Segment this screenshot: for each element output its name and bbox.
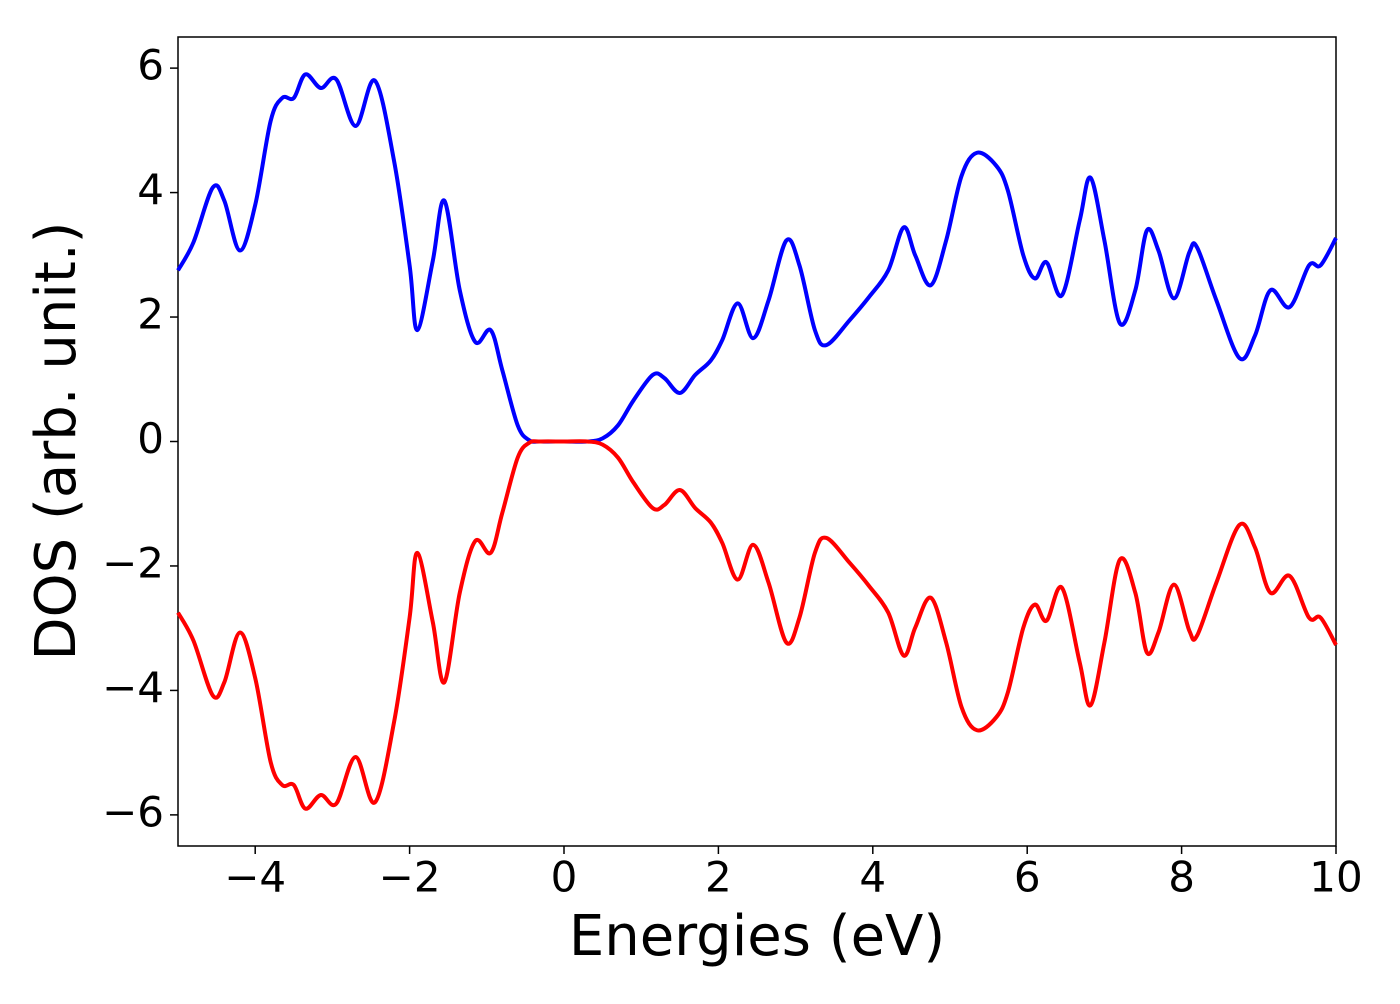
x-tick-label: 6 [1014,853,1041,902]
x-tick-label: −4 [224,853,286,902]
x-tick-label: 8 [1168,853,1195,902]
dos-line [176,72,1338,444]
y-tick-label: −6 [102,787,164,836]
y-tick-label: 0 [137,414,164,463]
y-tick-label: 2 [137,290,164,339]
x-axis-label: Energies (eV) [569,904,945,969]
y-axis-label: DOS (arb. unit.) [24,221,89,660]
y-tick-label: −4 [102,663,164,712]
y-tick-label: 6 [137,41,164,90]
plot-frame [177,36,1337,847]
x-tick-label: 0 [551,853,578,902]
x-tick-label: 4 [859,853,886,902]
x-tick-label: 2 [705,853,732,902]
x-tick-label: −2 [379,853,441,902]
y-tick-label: −2 [102,538,164,587]
y-tick-label: 4 [137,165,164,214]
dos-line [176,439,1338,811]
x-tick-label: 10 [1309,853,1362,902]
